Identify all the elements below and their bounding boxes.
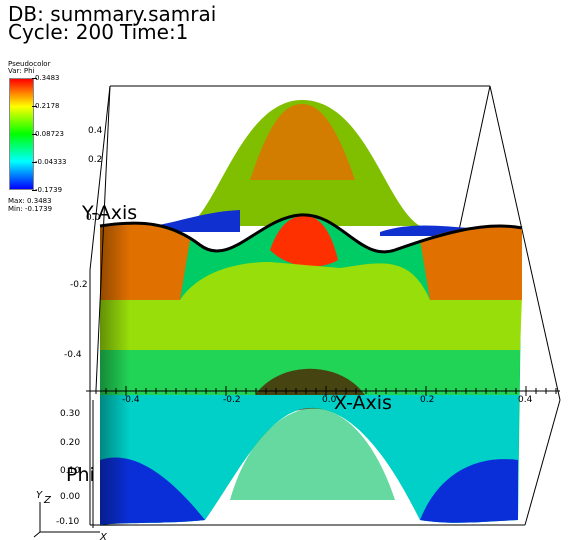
y-axis-title: Y-Axis bbox=[81, 202, 137, 224]
z-tick-label: 0.30 bbox=[60, 409, 80, 419]
surface-lower-center-glow bbox=[230, 408, 395, 500]
x-tick-label: -0.2 bbox=[223, 395, 241, 405]
triad-x-label: X bbox=[99, 532, 108, 540]
y-tick-label: -0.2 bbox=[70, 280, 88, 290]
legend-tick-label: 0.3483 bbox=[32, 74, 60, 82]
x-axis-title: X-Axis bbox=[334, 392, 392, 414]
surface-ridge-line bbox=[99, 213, 523, 254]
surface-yellow-band bbox=[100, 262, 522, 350]
legend-variable: Var: Phi bbox=[8, 67, 35, 75]
surface-back-peak bbox=[250, 104, 355, 180]
legend-tick-label: -0.1739 bbox=[31, 186, 63, 194]
x-tick-label: 0.2 bbox=[420, 395, 434, 405]
cycle-label: Cycle: 200 bbox=[8, 20, 114, 44]
x-tick-label: 0.0 bbox=[322, 395, 337, 405]
z-tick-label: -0.10 bbox=[56, 517, 80, 527]
z-tick-label: 0.00 bbox=[60, 492, 80, 502]
y-tick-label: 0.4 bbox=[88, 126, 103, 136]
surface-lower-right-blue bbox=[420, 459, 518, 523]
x-axis-minor-ticks bbox=[95, 386, 557, 396]
legend-plot-type: Pseudocolor bbox=[8, 60, 51, 68]
y-tick-label: -0.4 bbox=[64, 350, 82, 360]
time-label: Time:1 bbox=[120, 20, 189, 44]
z-tick-label: 0.10 bbox=[60, 466, 80, 476]
triad-z-label: Z bbox=[43, 495, 52, 506]
surface-right-crest bbox=[420, 225, 522, 300]
orientation-triad bbox=[33, 502, 100, 538]
z-axis-title: Phi bbox=[66, 464, 95, 486]
surface-lower-front bbox=[100, 395, 519, 525]
triad-y-label: Y bbox=[36, 490, 43, 501]
legend-min: Min: -0.1739 bbox=[8, 205, 53, 213]
z-tick-label: 0.20 bbox=[60, 438, 80, 448]
legend-tick-label: 0.08723 bbox=[32, 130, 64, 138]
x-tick-label: -0.4 bbox=[122, 395, 140, 405]
bounding-box bbox=[89, 85, 561, 526]
surface-edge-shade bbox=[100, 226, 130, 526]
y-axis bbox=[95, 85, 111, 391]
database-label: DB: summary.samrai bbox=[8, 2, 217, 26]
legend-tick-label: -0.04333 bbox=[31, 158, 67, 166]
legend-max: Max: 0.3483 bbox=[8, 197, 52, 205]
surface-red-crest bbox=[270, 216, 338, 267]
y-tick-label: 0.0 bbox=[86, 213, 101, 223]
legend-tick-label: 0.2178 bbox=[32, 102, 60, 110]
y-tick-label: 0.2 bbox=[88, 155, 102, 165]
x-tick-label: 0.4 bbox=[518, 395, 533, 405]
